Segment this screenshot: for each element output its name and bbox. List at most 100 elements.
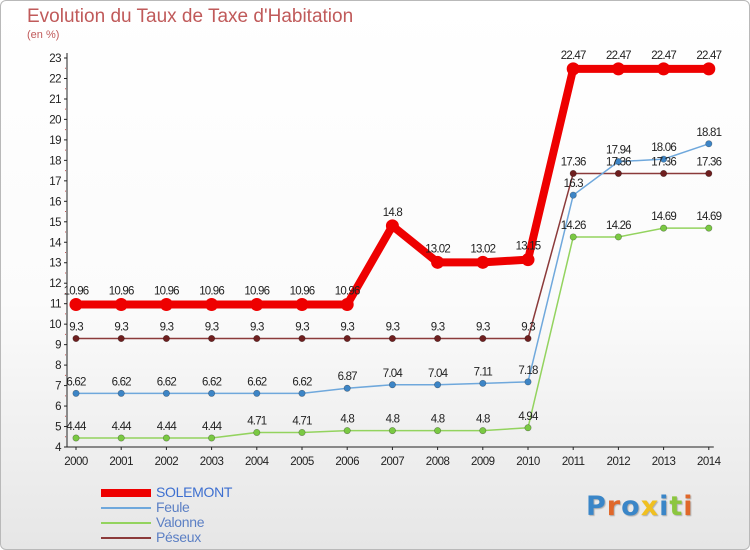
series-point-valonne [343, 427, 351, 435]
x-tick-label-2005: 2005 [290, 456, 314, 468]
data-label-feule: 6.62 [202, 376, 222, 388]
logo-letter: r [606, 491, 622, 522]
y-tick-label-5: 5 [55, 422, 61, 434]
data-label-p-seux: 17.36 [651, 156, 676, 168]
data-label-valonne: 4.94 [518, 411, 539, 423]
data-label-feule: 6.62 [292, 376, 312, 388]
series-point-solemont [250, 298, 264, 312]
logo-letter: o [621, 491, 641, 522]
data-label-p-seux: 17.36 [606, 156, 631, 168]
y-tick-label-18: 18 [49, 155, 61, 167]
chart-title: Evolution du Taux de Taxe d'Habitation [27, 6, 354, 27]
data-label-p-seux: 9.3 [476, 321, 490, 333]
series-point-feule [298, 389, 306, 397]
data-label-solemont: 22.47 [606, 50, 631, 62]
series-point-valonne [705, 224, 713, 232]
series-point-p-seux [479, 334, 487, 342]
data-label-feule: 6.62 [247, 376, 267, 388]
data-label-p-seux: 9.3 [205, 321, 219, 333]
x-tick-label-2012: 2012 [607, 456, 631, 468]
y-tick-label-17: 17 [49, 176, 61, 188]
y-tick-label-10: 10 [49, 319, 61, 331]
series-point-valonne [253, 428, 261, 436]
logo-letter: i [683, 491, 694, 522]
data-label-valonne: 4.44 [112, 421, 133, 433]
data-label-p-seux: 9.3 [250, 321, 264, 333]
logo-letter: i [659, 491, 670, 522]
legend-label-valonne: Valonne [156, 514, 205, 530]
y-tick-label-4: 4 [55, 442, 62, 454]
data-label-valonne: 4.8 [476, 414, 490, 426]
data-label-solemont: 10.96 [64, 286, 89, 298]
series-point-p-seux [660, 169, 668, 177]
data-label-valonne: 4.71 [292, 415, 312, 427]
logo-letter: P [586, 491, 607, 522]
data-label-p-seux: 17.36 [696, 156, 721, 168]
series-point-valonne [660, 224, 668, 232]
data-label-feule: 7.18 [518, 365, 538, 377]
x-tick-label-2001: 2001 [109, 456, 133, 468]
series-point-feule [660, 155, 668, 163]
data-label-solemont: 10.96 [244, 286, 269, 298]
series-point-valonne [434, 427, 442, 435]
series-point-solemont [295, 298, 309, 312]
series-point-valonne [208, 434, 216, 442]
series-point-feule [614, 158, 622, 166]
data-label-p-seux: 9.3 [340, 321, 354, 333]
data-label-p-seux: 9.3 [114, 321, 128, 333]
series-point-solemont [566, 62, 580, 76]
series-point-feule [524, 378, 532, 386]
data-label-solemont: 13.15 [516, 241, 541, 253]
series-point-p-seux [162, 334, 170, 342]
data-label-p-seux: 9.3 [295, 321, 309, 333]
series-point-p-seux [705, 169, 713, 177]
series-point-solemont [385, 219, 399, 233]
y-tick-label-19: 19 [49, 135, 61, 147]
data-label-valonne: 4.8 [386, 414, 400, 426]
legend-swatch-solemont [101, 489, 151, 497]
series-point-solemont [69, 298, 83, 312]
data-label-p-seux: 9.3 [521, 321, 535, 333]
data-label-solemont: 13.02 [470, 243, 495, 255]
series-point-feule [479, 379, 487, 387]
y-tick-label-8: 8 [55, 360, 61, 372]
legend-swatch-feule [101, 507, 151, 509]
y-tick-label-11: 11 [50, 299, 61, 311]
data-label-valonne: 4.44 [157, 421, 178, 433]
y-tick-label-15: 15 [49, 217, 61, 229]
data-label-p-seux: 17.36 [561, 156, 586, 168]
series-point-feule [72, 389, 80, 397]
series-point-feule [208, 389, 216, 397]
y-tick-label-21: 21 [49, 94, 61, 106]
series-point-feule [253, 389, 261, 397]
y-tick-label-6: 6 [55, 401, 61, 413]
data-label-solemont: 22.47 [696, 50, 721, 62]
series-point-valonne [388, 427, 396, 435]
series-point-solemont [205, 298, 219, 312]
legend-swatch-p-seux [101, 537, 151, 539]
series-point-valonne [72, 434, 80, 442]
series-point-solemont [476, 255, 490, 269]
series-point-p-seux [434, 334, 442, 342]
data-label-valonne: 4.44 [66, 421, 87, 433]
series-point-solemont [159, 298, 173, 312]
data-label-feule: 6.87 [338, 371, 358, 383]
series-point-valonne [614, 233, 622, 241]
data-label-solemont: 14.8 [383, 207, 403, 219]
data-label-valonne: 4.8 [431, 414, 445, 426]
series-point-solemont [657, 62, 671, 76]
series-point-p-seux [388, 334, 396, 342]
y-tick-label-20: 20 [49, 114, 61, 126]
series-point-valonne [524, 424, 532, 432]
series-line-solemont [72, 64, 713, 309]
data-label-feule: 6.62 [112, 376, 132, 388]
legend-label-feule: Feule [156, 499, 190, 515]
x-tick-label-2014: 2014 [697, 456, 722, 468]
y-tick-label-22: 22 [49, 73, 61, 85]
data-label-solemont: 10.96 [109, 286, 134, 298]
series-point-feule [434, 381, 442, 389]
data-label-solemont: 22.47 [561, 50, 586, 62]
series-line-feule [76, 143, 710, 395]
x-tick-label-2007: 2007 [381, 456, 405, 468]
